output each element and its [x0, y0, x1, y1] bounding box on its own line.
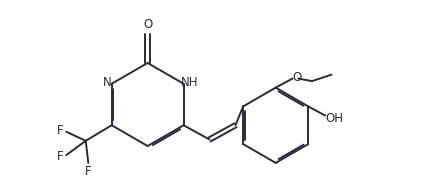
- Text: F: F: [57, 124, 64, 137]
- Text: N: N: [102, 76, 111, 89]
- Text: OH: OH: [325, 112, 343, 125]
- Text: O: O: [143, 18, 152, 31]
- Text: F: F: [85, 165, 92, 178]
- Text: O: O: [292, 71, 302, 84]
- Text: F: F: [57, 150, 64, 163]
- Text: NH: NH: [181, 76, 198, 89]
